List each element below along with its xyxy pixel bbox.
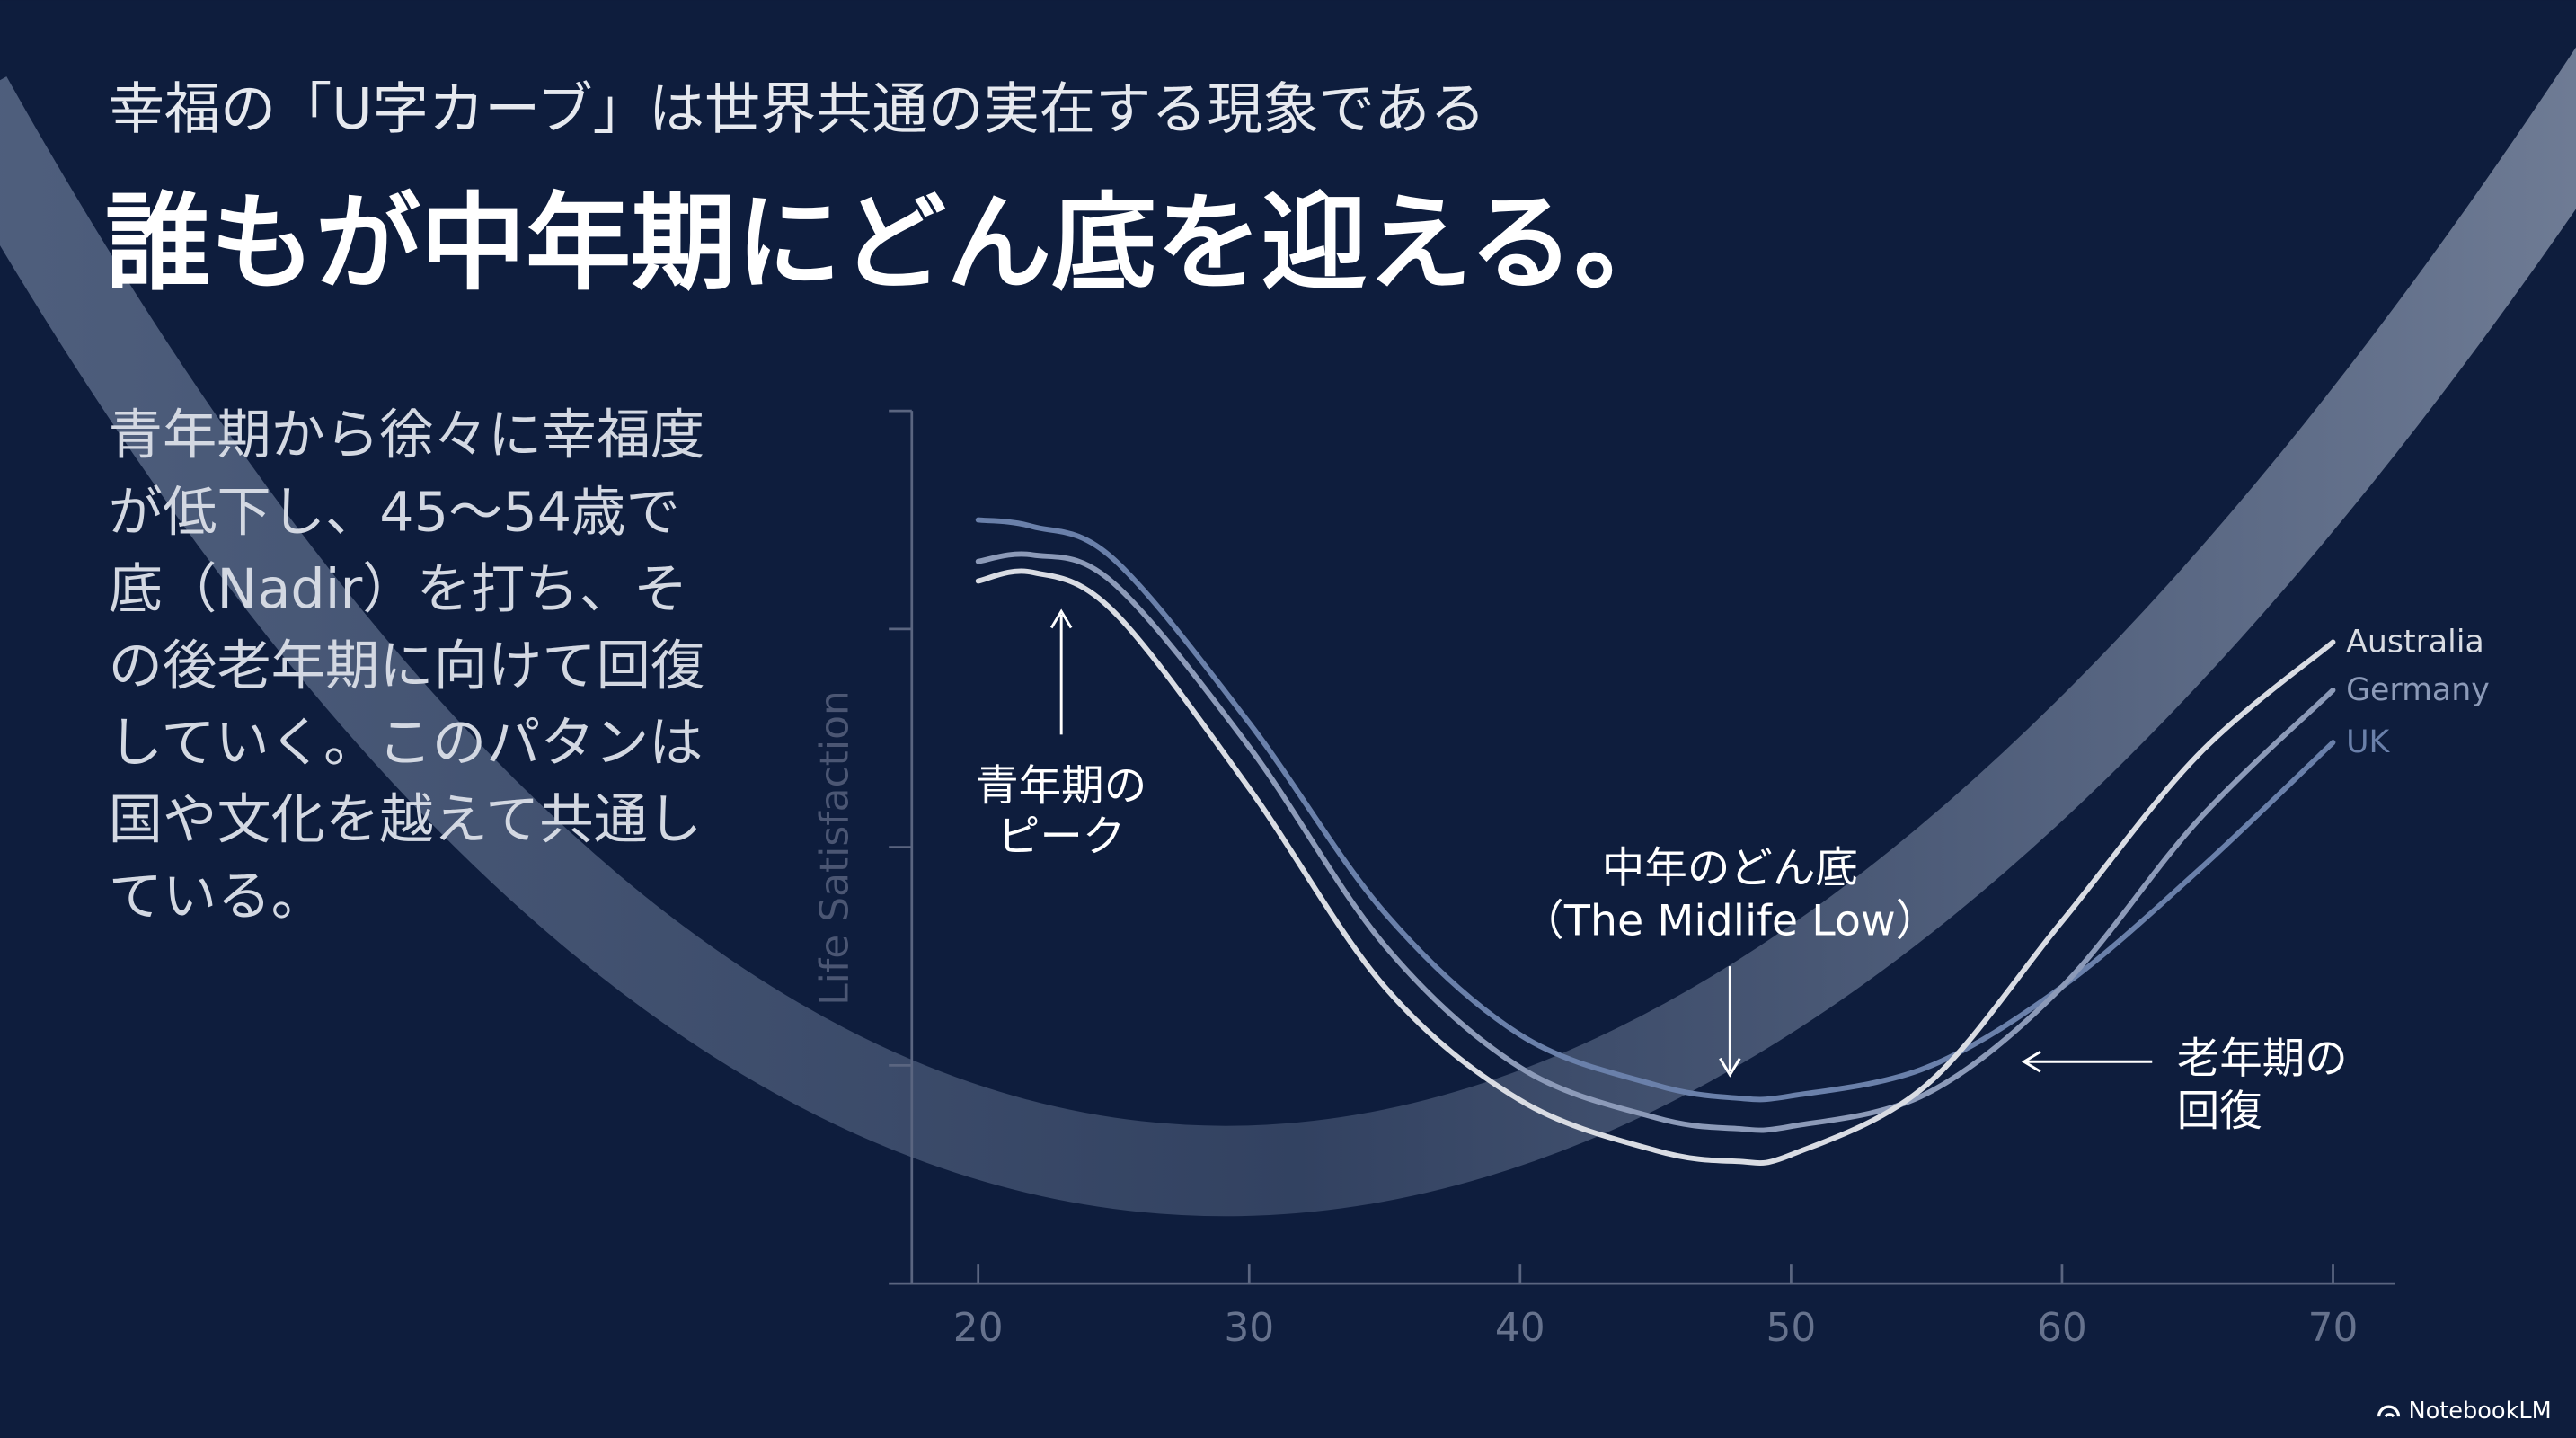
footer-brand: NotebookLM — [2408, 1398, 2551, 1425]
body-line: が低下し、45〜54歳で — [109, 481, 680, 544]
annotation: ピーク — [997, 812, 1126, 862]
series-line — [975, 551, 2336, 1133]
x-tick-label: 50 — [1766, 1305, 1816, 1351]
body-line: 青年期から徐々に幸福度 — [109, 404, 705, 467]
legend-label: UK — [2346, 724, 2390, 760]
annotation: 回復 — [2177, 1087, 2262, 1137]
arrow-head — [1719, 1057, 1741, 1078]
x-tick-label: 30 — [1224, 1305, 1274, 1351]
x-tick-label: 70 — [2308, 1305, 2359, 1351]
x-tick-label: 20 — [953, 1305, 1004, 1351]
x-tick-label: 40 — [1495, 1305, 1545, 1351]
legend-label: Australia — [2346, 624, 2484, 660]
subtitle: 幸福の「U字カーブ」は世界共通の実在する現象である — [109, 76, 1486, 142]
body-line: 底（Nadir）を打ち、そ — [109, 558, 688, 621]
body-line: していく。このパタンは — [109, 712, 704, 775]
annotation: （The Midlife Low） — [1521, 896, 1938, 945]
body-line: の後老年期に向けて回復 — [109, 635, 705, 697]
logo-icon — [2377, 1405, 2401, 1418]
annotation: 青年期の — [976, 762, 1146, 812]
arrow-head — [2021, 1051, 2041, 1073]
series-line — [975, 568, 2336, 1167]
annotation: 中年のどん底 — [1602, 844, 1858, 893]
y-axis-label: Life Satisfaction — [811, 690, 857, 1006]
legend-label: Germany — [2346, 672, 2490, 708]
series-line — [975, 517, 2336, 1103]
decorative-u-band — [0, 47, 2576, 1217]
body-line: 国や文化を越えて共通し — [109, 789, 703, 852]
annotation: 老年期の — [2177, 1034, 2348, 1084]
body-line: ている。 — [109, 865, 325, 928]
chart: Life Satisfaction 青年期の ピーク 中年のどん底 （The M… — [811, 409, 2490, 1351]
body-text: 青年期から徐々に幸福度が低下し、45〜54歳で底（Nadir）を打ち、その後老年… — [109, 404, 705, 928]
slide-title: 誰もが中年期にどん底を迎える。 — [105, 182, 1679, 305]
x-tick-label: 60 — [2037, 1305, 2087, 1351]
arrow-head — [1049, 608, 1073, 629]
